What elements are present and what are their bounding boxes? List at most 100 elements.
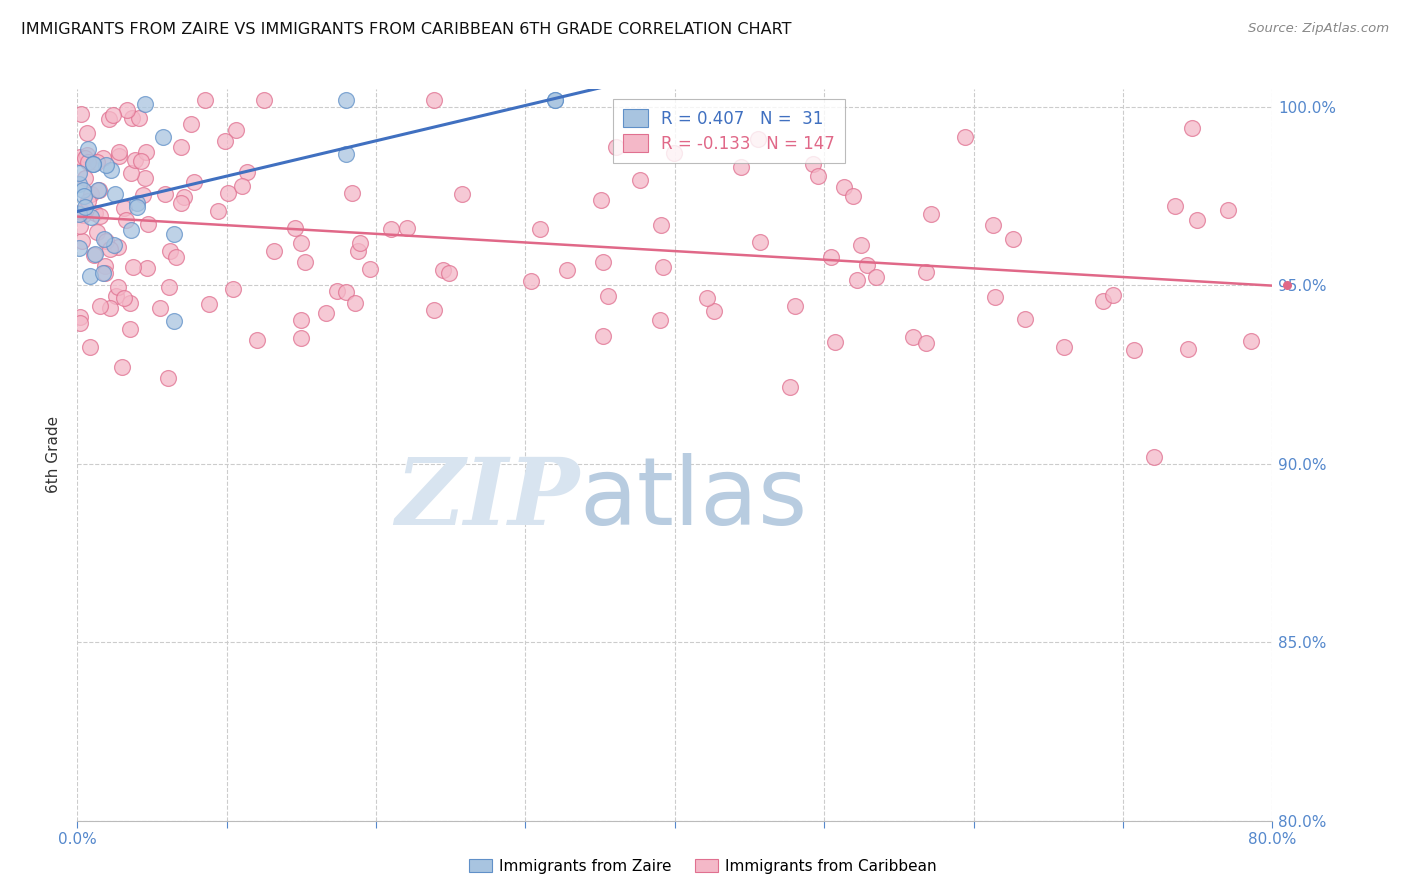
Point: [149, 301, 172, 316]
Point: [1164, 199, 1187, 213]
Point: [169, 140, 191, 154]
Point: [207, 204, 229, 219]
Point: [920, 207, 942, 221]
Point: [849, 238, 872, 252]
Point: [651, 260, 673, 275]
Point: [157, 280, 180, 294]
Text: ZIP: ZIP: [395, 454, 579, 544]
Legend: Immigrants from Zaire, Immigrants from Caribbean: Immigrants from Zaire, Immigrants from C…: [463, 853, 943, 880]
Point: [1002, 232, 1025, 246]
Point: [165, 250, 187, 264]
Point: [91, 267, 114, 281]
Point: [80, 186, 103, 201]
Point: [437, 267, 460, 281]
Point: [432, 263, 454, 277]
Point: [94, 260, 117, 274]
Point: [820, 250, 842, 264]
Point: [159, 244, 181, 259]
Point: [1240, 334, 1263, 349]
Point: [67, 207, 90, 221]
Point: [1123, 343, 1146, 357]
Point: [173, 190, 195, 204]
Point: [124, 153, 146, 167]
Legend: R = 0.407   N =  31, R = -0.133   N = 147: R = 0.407 N = 31, R = -0.133 N = 147: [613, 99, 845, 163]
Point: [290, 313, 312, 327]
Point: [315, 305, 337, 319]
Point: [153, 187, 176, 202]
Point: [290, 235, 312, 250]
Point: [163, 314, 186, 328]
Point: [253, 93, 276, 107]
Point: [83, 247, 105, 261]
Point: [343, 295, 366, 310]
Point: [79, 269, 101, 284]
Point: [138, 218, 160, 232]
Point: [115, 212, 138, 227]
Point: [87, 183, 110, 197]
Point: [326, 284, 349, 298]
Point: [294, 255, 316, 269]
Point: [122, 260, 145, 275]
Point: [107, 240, 129, 254]
Point: [70, 107, 93, 121]
Point: [103, 108, 125, 122]
Point: [86, 155, 108, 169]
Text: atlas: atlas: [579, 453, 807, 545]
Point: [730, 160, 752, 174]
Point: [69, 219, 91, 234]
Point: [94, 266, 117, 280]
Point: [77, 142, 100, 156]
Point: [347, 244, 370, 259]
Point: [180, 118, 202, 132]
Point: [108, 145, 131, 159]
Point: [76, 194, 98, 209]
Point: [865, 270, 887, 285]
Point: [832, 180, 855, 194]
Point: [779, 380, 801, 394]
Point: [73, 170, 96, 185]
Point: [235, 164, 257, 178]
Point: [67, 178, 90, 192]
Point: [79, 340, 101, 354]
Point: [157, 371, 180, 385]
Point: [422, 302, 444, 317]
Point: [98, 301, 121, 316]
Point: [544, 93, 567, 107]
Point: [1014, 312, 1036, 326]
Point: [628, 173, 651, 187]
Point: [132, 187, 155, 202]
Point: [231, 179, 253, 194]
Point: [529, 221, 551, 235]
Point: [135, 145, 157, 159]
Point: [1102, 288, 1125, 302]
Point: [134, 97, 156, 112]
Point: [423, 93, 446, 107]
Point: [703, 304, 725, 318]
Point: [650, 218, 672, 232]
Point: [335, 146, 357, 161]
Point: [127, 195, 149, 210]
Point: [380, 222, 402, 236]
Text: IMMIGRANTS FROM ZAIRE VS IMMIGRANTS FROM CARIBBEAN 6TH GRADE CORRELATION CHART: IMMIGRANTS FROM ZAIRE VS IMMIGRANTS FROM…: [21, 22, 792, 37]
Point: [592, 329, 614, 343]
Point: [349, 235, 371, 250]
Point: [1181, 120, 1204, 135]
Point: [807, 169, 830, 183]
Point: [801, 157, 824, 171]
Point: [335, 285, 357, 300]
Point: [112, 291, 135, 305]
Point: [98, 242, 121, 256]
Point: [1216, 202, 1239, 217]
Point: [591, 193, 613, 207]
Point: [105, 289, 128, 303]
Point: [263, 244, 285, 259]
Point: [1091, 294, 1114, 309]
Point: [127, 200, 149, 214]
Point: [650, 313, 672, 327]
Point: [129, 153, 152, 168]
Point: [544, 93, 567, 107]
Point: [89, 209, 111, 223]
Point: [981, 218, 1004, 232]
Point: [520, 275, 543, 289]
Point: [103, 238, 125, 252]
